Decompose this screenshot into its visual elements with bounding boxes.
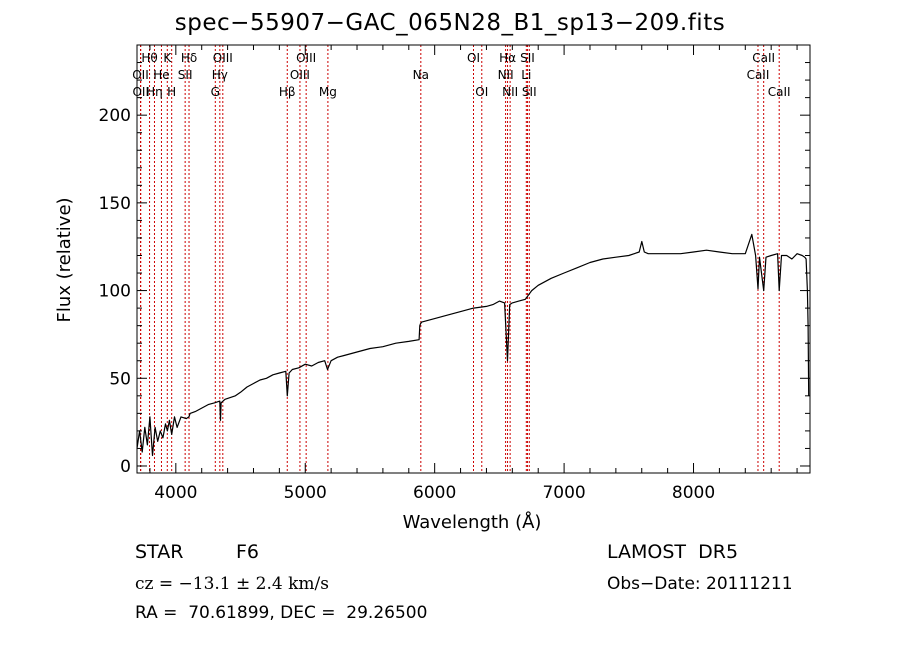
- spectral-line-label: CaII: [752, 51, 775, 65]
- spectral-line-label: Hγ: [212, 68, 228, 82]
- redshift-label: cz = −13.1 ± 2.4 km/s: [135, 574, 329, 594]
- spectral-line-label: NII: [498, 68, 514, 82]
- spectral-line-label: OI: [467, 51, 480, 65]
- x-tick-label: 5000: [284, 483, 327, 503]
- spectral-line-markers: [139, 45, 780, 473]
- spectral-line-label: OIII: [213, 51, 233, 65]
- spectral-line-label: H: [167, 85, 176, 99]
- spectral-line-label: SII: [178, 68, 193, 82]
- spectral-line-label: Hα: [499, 51, 516, 65]
- y-tick-label: 150: [99, 194, 131, 214]
- spectral-line-label: CaII: [747, 68, 770, 82]
- x-tick-label: 8000: [672, 483, 715, 503]
- subclass-label: F6: [236, 541, 260, 563]
- survey-label: LAMOST DR5: [607, 541, 739, 563]
- chart-title: spec−55907−GAC_065N28_B1_sp13−209.fits: [174, 10, 726, 36]
- spectral-line-label: Hδ: [181, 51, 197, 65]
- spectral-line-label: OIII: [290, 68, 310, 82]
- y-tick-label: 100: [99, 282, 131, 302]
- coordinates-label: RA = 70.61899, DEC = 29.26500: [135, 603, 428, 623]
- spectral-line-label: He: [153, 68, 169, 82]
- spectral-line-label: K: [163, 51, 172, 65]
- spectral-line-label: Hθ: [141, 51, 157, 65]
- y-axis-label: Flux (relative): [54, 197, 75, 322]
- y-tick-label: 200: [99, 106, 131, 126]
- spectral-line-label: OIII: [296, 51, 316, 65]
- spectral-line-label: NII: [502, 85, 518, 99]
- class-label: STAR: [135, 541, 184, 563]
- x-tick-label: 7000: [542, 483, 585, 503]
- axes: 4000 5000 6000 7000 8000 0 50 100 150 200: [99, 45, 810, 503]
- x-tick-label: 4000: [154, 483, 197, 503]
- spectral-line-label: OII: [132, 68, 149, 82]
- spectral-line-label: Hβ: [279, 85, 296, 99]
- obs-date-label: Obs−Date: 20111211: [607, 574, 793, 594]
- spectral-line-label: OII: [132, 85, 149, 99]
- spectral-line-label: OI: [475, 85, 488, 99]
- y-tick-label: 50: [109, 369, 131, 389]
- spectral-line-label: Li: [521, 68, 531, 82]
- spectrum-line: [136, 233, 810, 457]
- x-tick-label: 6000: [413, 483, 456, 503]
- spectral-line-label: CaII: [768, 85, 791, 99]
- spectral-line-label: SII: [522, 85, 537, 99]
- spectrum-series: [136, 233, 810, 457]
- x-axis-label: Wavelength (Å): [403, 511, 542, 533]
- spectral-line-label: Na: [413, 68, 429, 82]
- spectral-line-label: Hη: [146, 85, 163, 99]
- spectral-line-label: Mg: [319, 85, 337, 99]
- spectral-line-label: G: [211, 85, 220, 99]
- spectral-line-label: SII: [520, 51, 535, 65]
- y-tick-label: 0: [120, 457, 131, 477]
- plot-frame: [136, 44, 811, 474]
